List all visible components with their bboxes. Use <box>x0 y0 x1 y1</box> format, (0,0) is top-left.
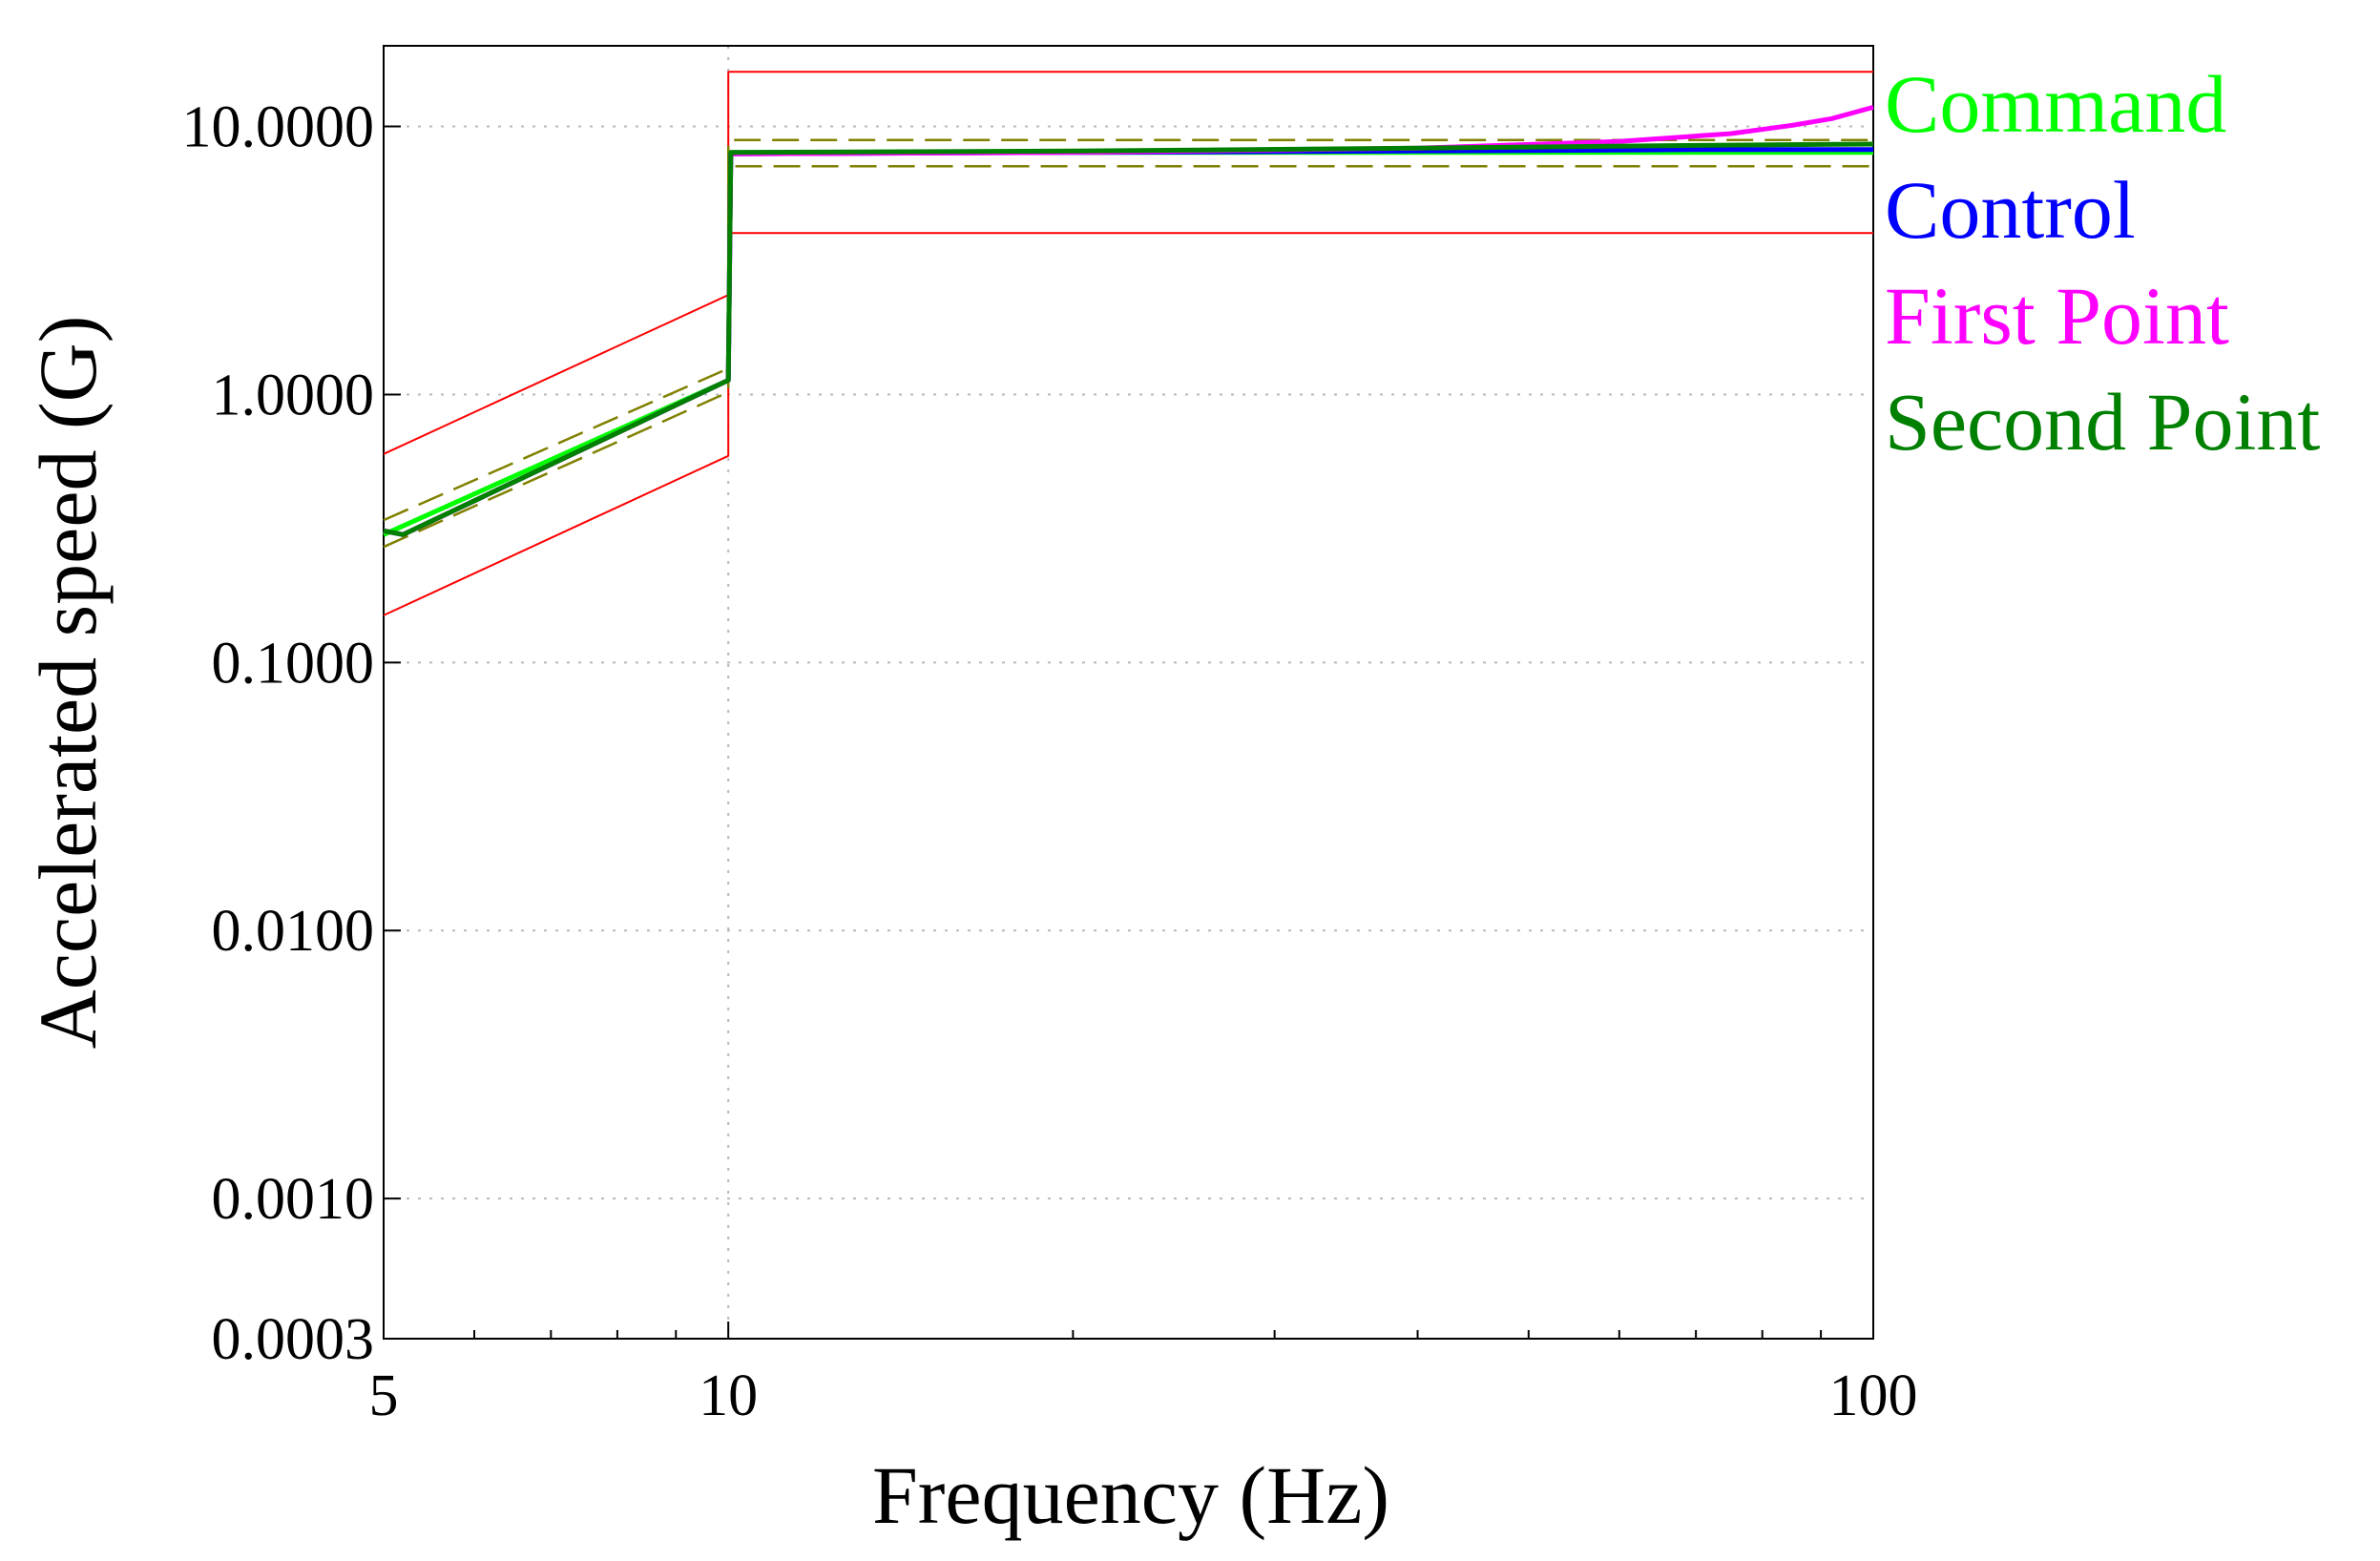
y-tick-label: 0.1000 <box>212 631 375 696</box>
x-axis-title: Frequency (Hz) <box>872 1449 1389 1541</box>
grid-lines <box>384 46 1873 1339</box>
series-line-first-point <box>383 104 1874 537</box>
y-tick-label: 1.0000 <box>212 363 375 427</box>
y-axis-ticks: 0.0003 0.0010 0.0100 0.1000 1.0000 10.0000 <box>182 95 401 1372</box>
legend: Command Control First Point Second Point <box>1885 58 2320 468</box>
x-minor-ticks <box>473 1330 1823 1339</box>
y-tick-label: 0.0100 <box>212 899 375 964</box>
series-line-abort-high <box>383 71 1873 455</box>
series-line-control <box>383 147 1873 537</box>
y-tick-label: 0.0003 <box>212 1307 375 1372</box>
legend-item-command: Command <box>1885 58 2226 150</box>
x-tick-label: 100 <box>1829 1363 1918 1428</box>
series-line-alarm-low <box>383 165 1873 549</box>
legend-item-control: Control <box>1885 164 2136 256</box>
y-tick-label: 0.0010 <box>212 1167 375 1232</box>
legend-item-second-point: Second Point <box>1885 376 2320 468</box>
series-line-second-point <box>383 141 1874 537</box>
plot-area <box>383 45 1874 1340</box>
x-tick-label: 10 <box>699 1363 758 1428</box>
y-axis-title: Accelerated speed (G) <box>22 316 114 1050</box>
series-line-abort-low <box>383 232 1873 616</box>
x-axis-ticks: 5 10 100 <box>369 1322 1918 1428</box>
series-layer <box>382 71 1874 616</box>
x-tick-label: 5 <box>369 1363 399 1428</box>
series-line-alarm-high <box>383 138 1873 522</box>
series-line-command <box>382 150 1873 537</box>
legend-item-first-point: First Point <box>1885 270 2229 362</box>
y-tick-label: 10.0000 <box>182 95 375 160</box>
